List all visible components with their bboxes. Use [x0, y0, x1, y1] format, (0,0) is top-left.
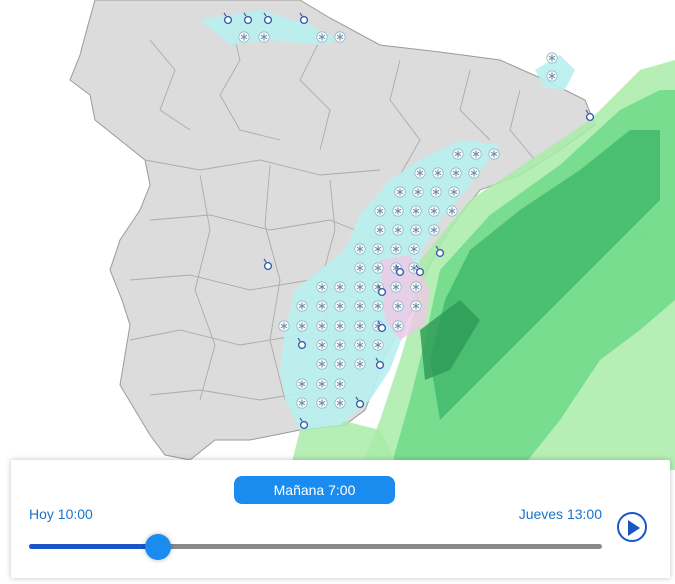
timeline-start-label: Hoy 10:00 — [29, 506, 93, 522]
spain-land — [69, 0, 596, 461]
timeline-slider-track[interactable] — [29, 544, 602, 549]
snow-layer — [200, 10, 575, 430]
rain-layer — [290, 60, 675, 470]
timeline-slider-handle[interactable] — [144, 534, 171, 560]
play-icon — [628, 520, 640, 536]
precipitation-map-svg — [69, 0, 675, 470]
weather-map[interactable] — [0, 0, 675, 470]
timeline-panel: Mañana 7:00 Hoy 10:00 Jueves 13:00 — [11, 460, 670, 578]
current-time-badge: Mañana 7:00 — [234, 476, 395, 504]
timeline-slider-fill — [29, 544, 158, 549]
play-button[interactable] — [617, 512, 647, 542]
province-borders — [129, 19, 536, 401]
timeline-end-label: Jueves 13:00 — [518, 506, 602, 522]
